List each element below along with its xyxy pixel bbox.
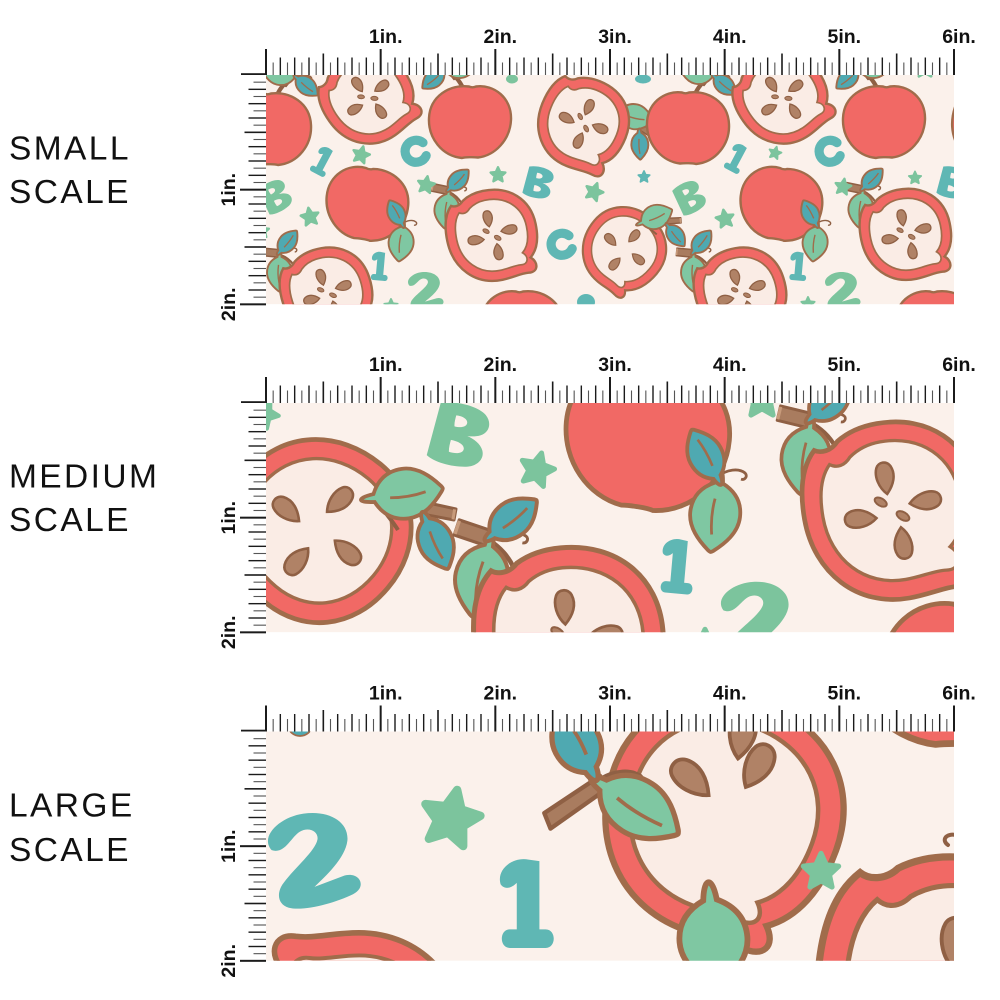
svg-text:1in.: 1in. [369,683,403,705]
svg-text:2in.: 2in. [218,944,240,978]
svg-text:2in.: 2in. [484,683,518,705]
svg-text:4in.: 4in. [713,683,747,705]
svg-text:4in.: 4in. [713,26,747,48]
svg-text:1in.: 1in. [369,354,403,376]
svg-text:1in.: 1in. [218,501,240,535]
svg-text:SCALE: SCALE [9,174,131,211]
svg-text:6in.: 6in. [942,354,976,376]
svg-text:SCALE: SCALE [9,832,131,869]
svg-text:6in.: 6in. [942,683,976,705]
svg-text:5in.: 5in. [828,354,862,376]
svg-text:SCALE: SCALE [9,502,131,539]
svg-text:2in.: 2in. [218,616,240,650]
svg-text:5in.: 5in. [828,683,862,705]
svg-text:2in.: 2in. [218,288,240,322]
svg-text:LARGE: LARGE [9,788,135,825]
svg-text:6in.: 6in. [942,26,976,48]
svg-text:5in.: 5in. [828,26,862,48]
svg-text:SMALL: SMALL [9,131,131,168]
svg-text:3in.: 3in. [598,26,632,48]
svg-text:1in.: 1in. [369,26,403,48]
svg-text:3in.: 3in. [598,683,632,705]
svg-text:2in.: 2in. [484,26,518,48]
svg-text:1in.: 1in. [218,173,240,207]
svg-text:2in.: 2in. [484,354,518,376]
svg-text:1in.: 1in. [218,829,240,863]
svg-text:3in.: 3in. [598,354,632,376]
svg-text:4in.: 4in. [713,354,747,376]
svg-text:MEDIUM: MEDIUM [9,459,159,496]
